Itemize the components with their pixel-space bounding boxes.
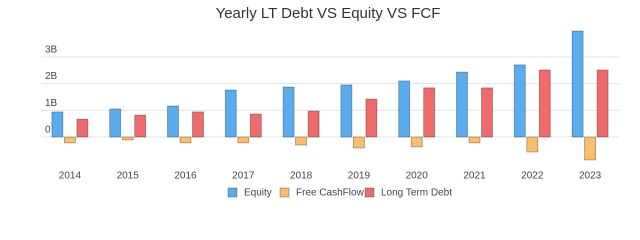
bar [179, 136, 192, 144]
x-tick-label: 2018 [290, 171, 313, 182]
bar [423, 87, 436, 138]
bar [224, 89, 237, 138]
y-tick-label: 2B [45, 71, 58, 82]
bar [468, 136, 481, 144]
legend-label: Free CashFlow [296, 188, 365, 199]
x-tick-label: 2017 [232, 171, 255, 182]
x-tick-label: 2021 [463, 171, 486, 182]
chart-title: Yearly LT Debt VS Equity VS FCF [216, 5, 441, 22]
bar [134, 114, 147, 138]
bar [481, 87, 493, 138]
bar [456, 71, 468, 138]
y-tick-label: 0 [45, 125, 51, 136]
bar [282, 86, 295, 138]
bar [538, 69, 551, 138]
bar [64, 136, 76, 144]
bar [167, 105, 179, 138]
bar [596, 69, 609, 138]
bar [121, 136, 134, 141]
x-tick-label: 2023 [579, 171, 602, 182]
bar [584, 136, 596, 161]
bar [398, 80, 411, 138]
bar [249, 113, 262, 138]
bar [109, 108, 122, 138]
x-tick-label: 2015 [117, 171, 140, 182]
legend-swatch [227, 187, 238, 198]
y-tick-label: 1B [45, 98, 58, 109]
bar [237, 136, 250, 144]
bar [526, 136, 539, 153]
bar [410, 136, 423, 148]
bar [513, 64, 526, 138]
legend-label: Equity [244, 188, 272, 199]
legend-swatch [364, 187, 375, 198]
bar [571, 30, 584, 138]
x-tick-label: 2020 [406, 171, 429, 182]
bar [295, 136, 308, 146]
y-tick-label: 3B [45, 45, 58, 56]
bar [192, 111, 204, 138]
bar [76, 118, 89, 138]
x-tick-label: 2022 [521, 171, 544, 182]
bar [307, 110, 320, 138]
bar [340, 84, 353, 138]
bar [352, 136, 365, 149]
x-tick-label: 2019 [348, 171, 371, 182]
bar [365, 98, 378, 138]
legend-swatch [279, 187, 290, 198]
x-tick-label: 2014 [59, 171, 82, 182]
legend-label: Long Term Debt [381, 188, 452, 199]
bar [51, 111, 64, 138]
chart: Yearly LT Debt VS Equity VS FCF 0 1B 2B 3B 2… [41, 5, 619, 199]
x-tick-label: 2016 [174, 171, 197, 182]
